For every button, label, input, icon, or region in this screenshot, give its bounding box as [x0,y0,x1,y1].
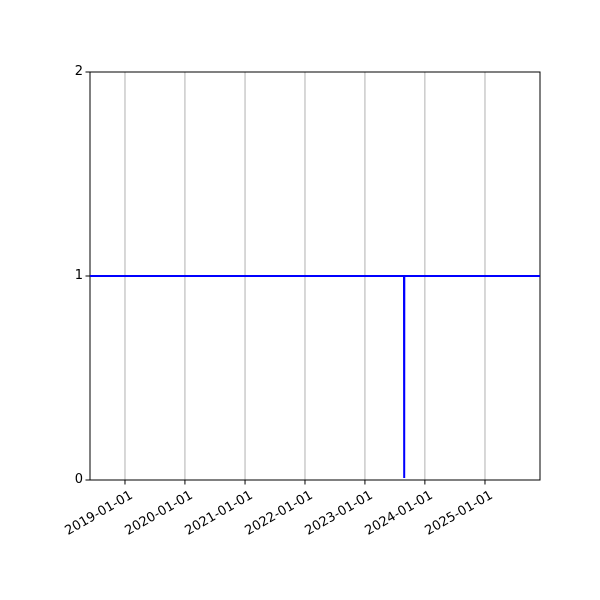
y-axis-tick-label: 0 [74,472,83,487]
data-series-line [90,275,540,479]
y-axis-tick-label: 1 [74,268,83,283]
y-axis-tick-label: 2 [74,64,83,79]
